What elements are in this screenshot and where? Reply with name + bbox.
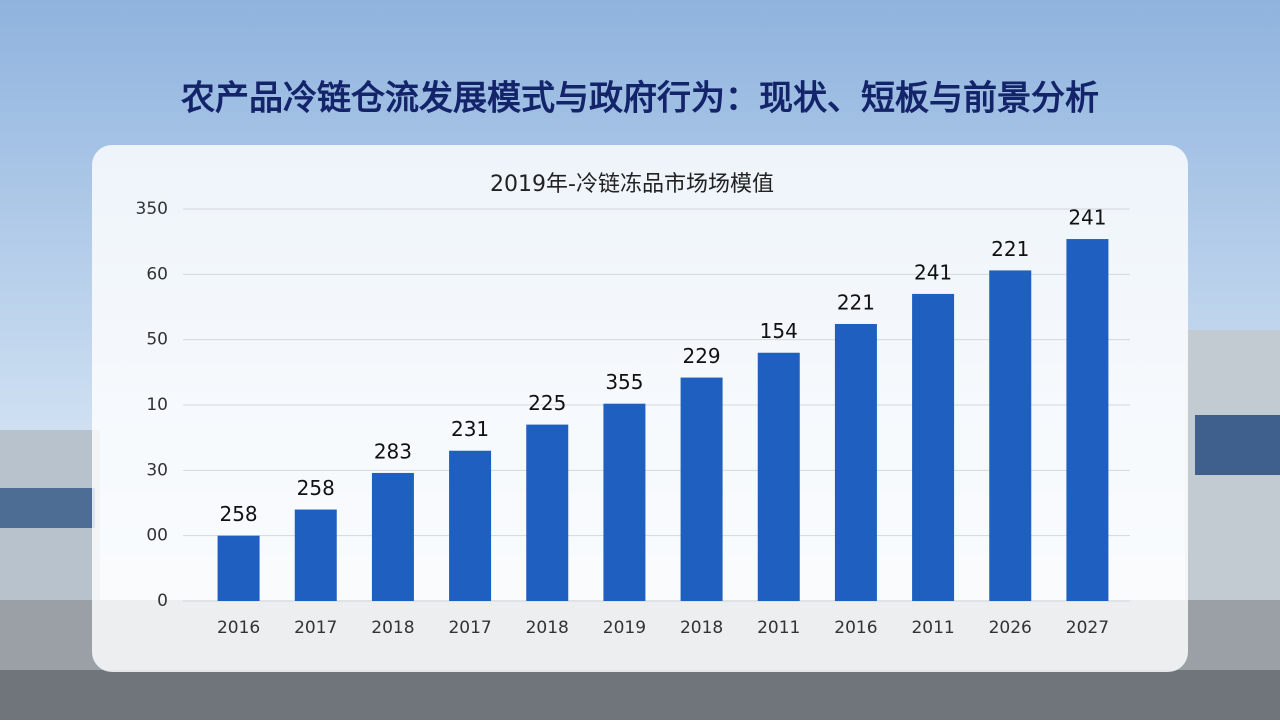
bar-annotation: 225 (528, 391, 566, 415)
x-tick-label: 2019 (603, 618, 646, 638)
x-tick-label: 2016 (834, 618, 877, 638)
x-tick-label: 2018 (526, 618, 569, 638)
bar-annotation: 229 (682, 344, 720, 368)
page-title: 农产品冷链仓流发展模式与政府行为：现状、短板与前景分析 (181, 79, 1099, 119)
y-tick-label: 00 (146, 526, 168, 546)
bar (371, 472, 414, 601)
bar (294, 509, 337, 601)
bar-annotation: 355 (605, 370, 643, 394)
x-tick-label: 2011 (911, 618, 954, 638)
bar-annotation: 283 (374, 439, 412, 463)
bar (680, 377, 723, 601)
building-windows (0, 488, 95, 528)
y-tick-label: 10 (146, 395, 168, 415)
y-tick-label: 0 (157, 591, 168, 611)
chart-title: 2019年-冷链冻品市场场模值 (490, 172, 774, 197)
bar (989, 270, 1032, 601)
y-tick-label: 350 (136, 199, 168, 219)
y-tick-label: 60 (146, 264, 168, 284)
x-tick-label: 2016 (217, 618, 260, 638)
ground-shadow (0, 670, 1280, 720)
bar-annotation: 258 (219, 502, 257, 526)
bar-annotation: 154 (760, 319, 798, 343)
bar (1066, 239, 1109, 601)
x-tick-label: 2027 (1066, 618, 1109, 638)
bar-annotation: 241 (1068, 206, 1106, 230)
x-tick-label: 2018 (371, 618, 414, 638)
x-tick-label: 2018 (680, 618, 723, 638)
bar-annotation: 221 (837, 290, 875, 314)
bar-annotation: 241 (914, 260, 952, 284)
y-tick-label: 50 (146, 330, 168, 350)
x-tick-label: 2026 (989, 618, 1032, 638)
x-tick-label: 2011 (757, 618, 800, 638)
bar (603, 403, 646, 601)
bar (757, 352, 800, 601)
bar (912, 293, 955, 601)
bar (217, 535, 260, 601)
x-tick-label: 2017 (294, 618, 337, 638)
bar (449, 450, 492, 601)
bar-annotation: 221 (991, 237, 1029, 261)
building-windows (1195, 415, 1280, 475)
x-tick-label: 2017 (448, 618, 491, 638)
bar (526, 424, 569, 601)
bar (834, 323, 877, 601)
y-tick-label: 30 (146, 460, 168, 480)
bar-annotation: 258 (297, 476, 335, 500)
bar-annotation: 231 (451, 417, 489, 441)
